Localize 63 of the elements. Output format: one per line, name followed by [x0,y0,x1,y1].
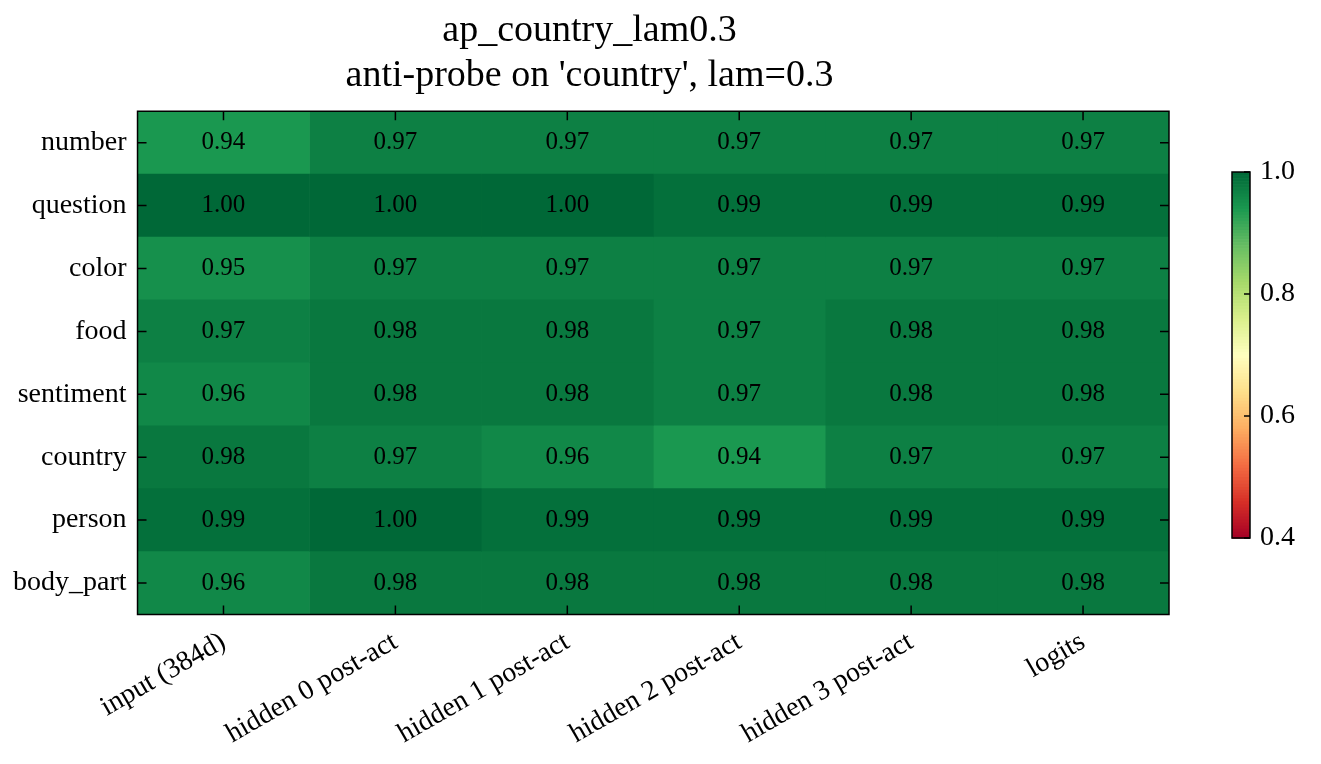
chart-title: ap_country_lam0.3 [442,6,737,49]
data-label: 0.99 [889,504,934,532]
data-label: 0.98 [545,567,590,595]
data-label: 0.99 [1061,504,1105,532]
data-label: 0.98 [373,567,418,595]
data-label: 0.97 [717,127,762,155]
y-tick-label: sentiment [17,376,127,408]
data-label: 0.97 [373,127,418,155]
data-label: 0.98 [373,315,418,343]
y-tick-label: number [41,125,128,157]
data-label: 0.98 [201,441,246,469]
data-label: 0.97 [1061,253,1105,281]
data-label: 0.97 [545,127,590,155]
color-bar-label: 0.8 [1260,276,1295,308]
data-label: 0.94 [717,441,762,469]
data-label: 0.97 [717,315,762,343]
color-bar-label: 1.0 [1260,154,1295,186]
data-label: 0.99 [201,504,246,532]
data-label: 0.97 [889,253,934,281]
data-label: 0.96 [201,378,246,406]
data-label: 0.98 [373,378,418,406]
data-label: 0.97 [889,441,934,469]
data-label: 0.98 [889,378,934,406]
data-label: 1.00 [373,504,418,532]
data-label: 0.97 [1061,127,1105,155]
color-bar-label: 0.4 [1260,520,1295,552]
data-label: 0.99 [545,504,590,532]
x-tick-label: logits [1020,624,1090,683]
chart-subtitle: anti-probe on 'country', lam=0.3 [345,52,834,95]
data-label: 0.96 [545,441,590,469]
data-label: 0.98 [1061,378,1105,406]
data-label: 0.95 [201,253,246,281]
data-label: 0.99 [1061,190,1105,218]
data-label: 0.97 [373,253,418,281]
data-label: 0.98 [889,567,934,595]
data-label: 0.98 [1061,567,1105,595]
data-label: 0.96 [201,567,246,595]
data-label: 0.98 [1061,315,1105,343]
data-label: 1.00 [201,190,246,218]
color-bar-label: 0.6 [1260,398,1295,430]
data-label: 0.97 [717,253,762,281]
y-tick-label: country [41,439,127,471]
data-label: 0.97 [717,378,762,406]
data-label: 0.97 [201,315,246,343]
y-tick-label: color [69,250,128,282]
data-label: 0.97 [373,441,418,469]
data-label: 1.00 [545,190,590,218]
data-label: 0.98 [545,378,590,406]
y-tick-label: body_part [13,565,127,597]
data-label: 0.99 [717,504,762,532]
data-label: 0.98 [889,315,934,343]
data-label: 0.98 [717,567,762,595]
data-label: 0.98 [545,315,590,343]
data-label: 0.97 [1061,441,1105,469]
data-label: 0.99 [889,190,934,218]
y-tick-label: person [51,502,127,534]
data-label: 0.94 [201,127,246,155]
data-label: 0.97 [889,127,934,155]
data-label: 1.00 [373,190,418,218]
y-tick-label: question [31,187,127,219]
data-label: 0.99 [717,190,762,218]
y-tick-label: food [75,313,127,345]
data-label: 0.97 [545,253,590,281]
